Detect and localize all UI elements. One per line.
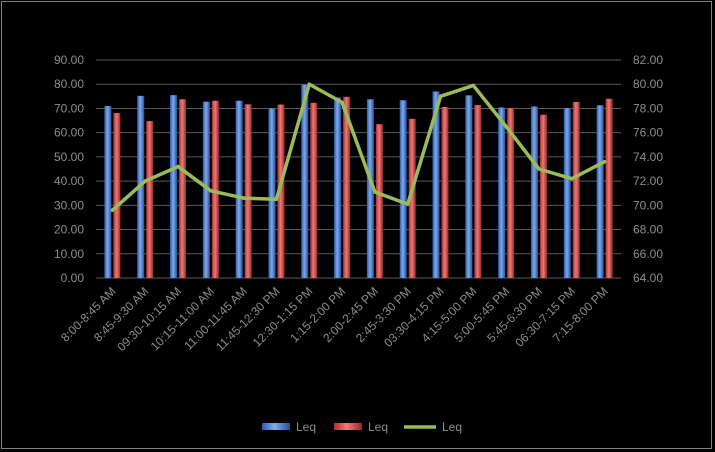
y-left-tick-label: 40.00 <box>54 174 84 188</box>
bar <box>539 114 547 279</box>
bar <box>277 104 285 279</box>
bar <box>399 100 407 278</box>
legend-item: Leq <box>404 420 462 434</box>
line-path <box>110 82 607 212</box>
bar <box>530 106 538 278</box>
y-left-tick-label: 20.00 <box>54 223 84 237</box>
bar <box>498 107 506 278</box>
line-point <box>537 167 541 171</box>
y-right-tick-label: 66.00 <box>633 247 663 261</box>
line-point <box>405 202 410 206</box>
bar <box>408 118 416 278</box>
bar <box>507 107 515 279</box>
bars <box>104 84 613 279</box>
legend-swatch <box>334 423 362 430</box>
bar <box>235 100 243 279</box>
y-right-tick-label: 76.00 <box>633 126 663 140</box>
line-point <box>602 159 607 164</box>
y-right-tick-label: 64.00 <box>633 271 663 285</box>
bar <box>343 96 351 278</box>
bar <box>244 104 252 279</box>
line-point <box>143 179 148 183</box>
bar <box>605 98 613 278</box>
bar <box>146 121 154 278</box>
y-right-tick-label: 70.00 <box>633 198 663 212</box>
legend-item: Leq <box>334 420 388 434</box>
line-point <box>176 164 180 169</box>
line-point <box>438 94 443 99</box>
y-left-tick-label: 90.00 <box>54 53 84 67</box>
line-point <box>110 208 115 212</box>
bar <box>310 102 318 278</box>
y-right-tick-label: 68.00 <box>633 223 663 237</box>
y-left-tick-label: 50.00 <box>54 150 84 164</box>
line-point <box>241 196 246 200</box>
bar <box>202 101 210 278</box>
y-right-tick-label: 82.00 <box>633 53 663 67</box>
bar <box>211 100 219 279</box>
y-left-tick-label: 30.00 <box>54 198 84 212</box>
y-right-tick-label: 72.00 <box>633 174 663 188</box>
bar <box>563 107 571 279</box>
legend: Leq Leq Leq <box>262 420 462 434</box>
bar <box>432 91 440 278</box>
legend-swatch <box>262 423 290 430</box>
y-left-tick-label: 80.00 <box>54 77 84 91</box>
line-point <box>340 100 344 105</box>
bar <box>113 113 121 279</box>
bar <box>179 99 187 279</box>
y-right-tick-label: 74.00 <box>633 150 663 164</box>
y-axis-left: 0.00 10.00 20.00 30.00 40.00 50.00 60.00 70.00 8… <box>54 53 84 285</box>
y-left-tick-label: 60.00 <box>54 126 84 140</box>
y-right-tick-label: 80.00 <box>633 77 663 91</box>
bar <box>375 124 383 278</box>
bar <box>301 84 309 278</box>
line-series <box>110 82 607 212</box>
legend-label: Leq <box>442 420 462 434</box>
bar <box>334 97 342 279</box>
bar <box>474 105 482 278</box>
bar <box>366 99 374 279</box>
line-point <box>209 189 213 193</box>
y-axis-right: 64.00 66.00 68.00 70.00 72.00 74.00 76.00 78.00… <box>633 53 663 285</box>
y-left-tick-label: 0.00 <box>61 271 85 285</box>
line-point <box>373 190 377 194</box>
legend-label: Leq <box>296 420 316 434</box>
bar <box>268 108 276 278</box>
y-left-tick-label: 70.00 <box>54 101 84 115</box>
bar <box>596 105 604 278</box>
y-left-tick-label: 10.00 <box>54 247 84 261</box>
legend-label: Leq <box>368 420 388 434</box>
bar <box>170 95 178 278</box>
bar <box>465 95 473 278</box>
line-point <box>471 83 476 88</box>
bar <box>441 106 449 278</box>
legend-item: Leq <box>262 420 316 434</box>
line-point <box>569 176 574 181</box>
line-point <box>504 124 508 129</box>
bar <box>572 101 580 278</box>
line-point <box>274 197 279 202</box>
bar <box>104 106 112 279</box>
y-right-tick-label: 78.00 <box>633 101 663 115</box>
line-point <box>307 82 312 87</box>
